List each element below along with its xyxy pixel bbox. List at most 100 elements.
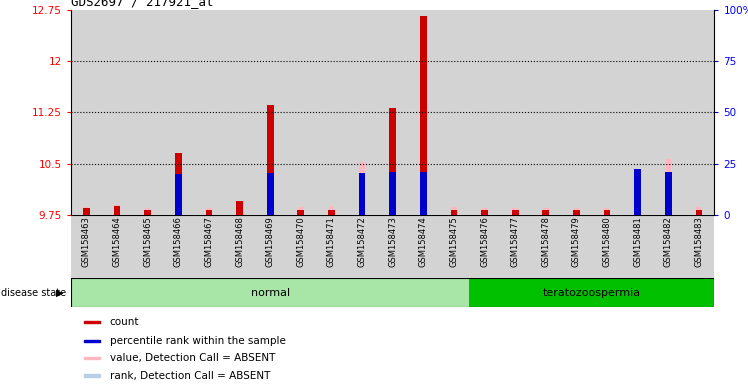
Bar bbox=[684, 215, 714, 278]
Bar bbox=[236, 201, 243, 215]
Bar bbox=[561, 10, 592, 215]
Bar bbox=[469, 278, 714, 307]
Text: GSM158471: GSM158471 bbox=[327, 216, 336, 267]
Bar bbox=[347, 215, 378, 278]
Bar bbox=[163, 215, 194, 278]
Bar bbox=[574, 208, 579, 215]
Bar bbox=[451, 207, 457, 215]
Text: rank, Detection Call = ABSENT: rank, Detection Call = ABSENT bbox=[110, 371, 270, 381]
Bar bbox=[622, 10, 653, 215]
Text: GSM158476: GSM158476 bbox=[480, 216, 489, 267]
Text: GSM158473: GSM158473 bbox=[388, 216, 397, 267]
Bar bbox=[298, 207, 304, 215]
Text: GSM158474: GSM158474 bbox=[419, 216, 428, 267]
Bar bbox=[378, 10, 408, 215]
Bar bbox=[328, 210, 335, 215]
Bar bbox=[420, 17, 426, 215]
Bar bbox=[102, 215, 132, 278]
Bar bbox=[84, 374, 100, 377]
Text: GSM158478: GSM158478 bbox=[542, 216, 551, 267]
Bar bbox=[635, 172, 640, 215]
Bar bbox=[175, 154, 182, 215]
Text: GSM158472: GSM158472 bbox=[358, 216, 367, 267]
Bar bbox=[359, 172, 365, 215]
Bar bbox=[450, 210, 457, 215]
Bar bbox=[530, 10, 561, 215]
Bar bbox=[684, 10, 714, 215]
Bar bbox=[481, 210, 488, 215]
Bar bbox=[132, 215, 163, 278]
Bar bbox=[665, 210, 672, 215]
Bar bbox=[71, 215, 102, 278]
Bar bbox=[542, 210, 549, 215]
Text: value, Detection Call = ABSENT: value, Detection Call = ABSENT bbox=[110, 353, 275, 363]
Bar bbox=[144, 210, 151, 215]
Bar bbox=[604, 208, 610, 215]
Text: count: count bbox=[110, 317, 139, 328]
Bar bbox=[420, 172, 426, 215]
Bar bbox=[389, 108, 396, 215]
Text: GSM158467: GSM158467 bbox=[204, 216, 213, 267]
Bar bbox=[389, 172, 396, 215]
Text: GSM158469: GSM158469 bbox=[266, 216, 275, 267]
Bar bbox=[328, 206, 334, 215]
Bar bbox=[500, 215, 530, 278]
Bar bbox=[696, 210, 702, 215]
Bar bbox=[359, 162, 365, 215]
Bar bbox=[634, 205, 641, 215]
Text: GDS2697 / 217921_at: GDS2697 / 217921_at bbox=[71, 0, 214, 8]
Bar bbox=[359, 210, 366, 215]
Bar bbox=[84, 340, 100, 342]
Bar bbox=[298, 210, 304, 215]
Bar bbox=[512, 210, 518, 215]
Text: normal: normal bbox=[251, 288, 289, 298]
Bar bbox=[653, 10, 684, 215]
Bar bbox=[592, 10, 622, 215]
Bar bbox=[696, 207, 702, 215]
Text: GSM158466: GSM158466 bbox=[174, 216, 183, 267]
Bar bbox=[175, 174, 182, 215]
Bar bbox=[102, 10, 132, 215]
Bar bbox=[666, 159, 671, 215]
Bar bbox=[530, 215, 561, 278]
Bar bbox=[84, 321, 100, 323]
Bar bbox=[71, 10, 102, 215]
Text: GSM158470: GSM158470 bbox=[296, 216, 305, 267]
Bar bbox=[561, 215, 592, 278]
Bar bbox=[163, 10, 194, 215]
Text: GSM158463: GSM158463 bbox=[82, 216, 91, 267]
Bar bbox=[653, 215, 684, 278]
Bar bbox=[71, 278, 469, 307]
Bar bbox=[592, 215, 622, 278]
Bar bbox=[512, 208, 518, 215]
Text: disease state: disease state bbox=[1, 288, 66, 298]
Bar bbox=[83, 208, 90, 215]
Bar bbox=[114, 206, 120, 215]
Bar bbox=[114, 205, 120, 215]
Bar bbox=[469, 10, 500, 215]
Bar bbox=[286, 215, 316, 278]
Text: GSM158475: GSM158475 bbox=[450, 216, 459, 267]
Text: GSM158477: GSM158477 bbox=[511, 216, 520, 267]
Bar bbox=[378, 215, 408, 278]
Bar bbox=[665, 172, 672, 215]
Bar bbox=[543, 208, 548, 215]
Bar bbox=[408, 215, 438, 278]
Bar bbox=[482, 208, 488, 215]
Bar bbox=[469, 215, 500, 278]
Bar bbox=[408, 10, 438, 215]
Text: GSM158482: GSM158482 bbox=[664, 216, 673, 267]
Bar bbox=[286, 10, 316, 215]
Bar bbox=[622, 215, 653, 278]
Bar bbox=[604, 210, 610, 215]
Bar bbox=[666, 172, 671, 215]
Text: GSM158465: GSM158465 bbox=[143, 216, 152, 267]
Bar bbox=[84, 357, 100, 359]
Bar bbox=[316, 10, 347, 215]
Bar bbox=[500, 10, 530, 215]
Bar bbox=[359, 172, 366, 215]
Bar bbox=[573, 210, 580, 215]
Text: ▶: ▶ bbox=[56, 288, 64, 298]
Text: GSM158464: GSM158464 bbox=[112, 216, 121, 267]
Bar bbox=[194, 215, 224, 278]
